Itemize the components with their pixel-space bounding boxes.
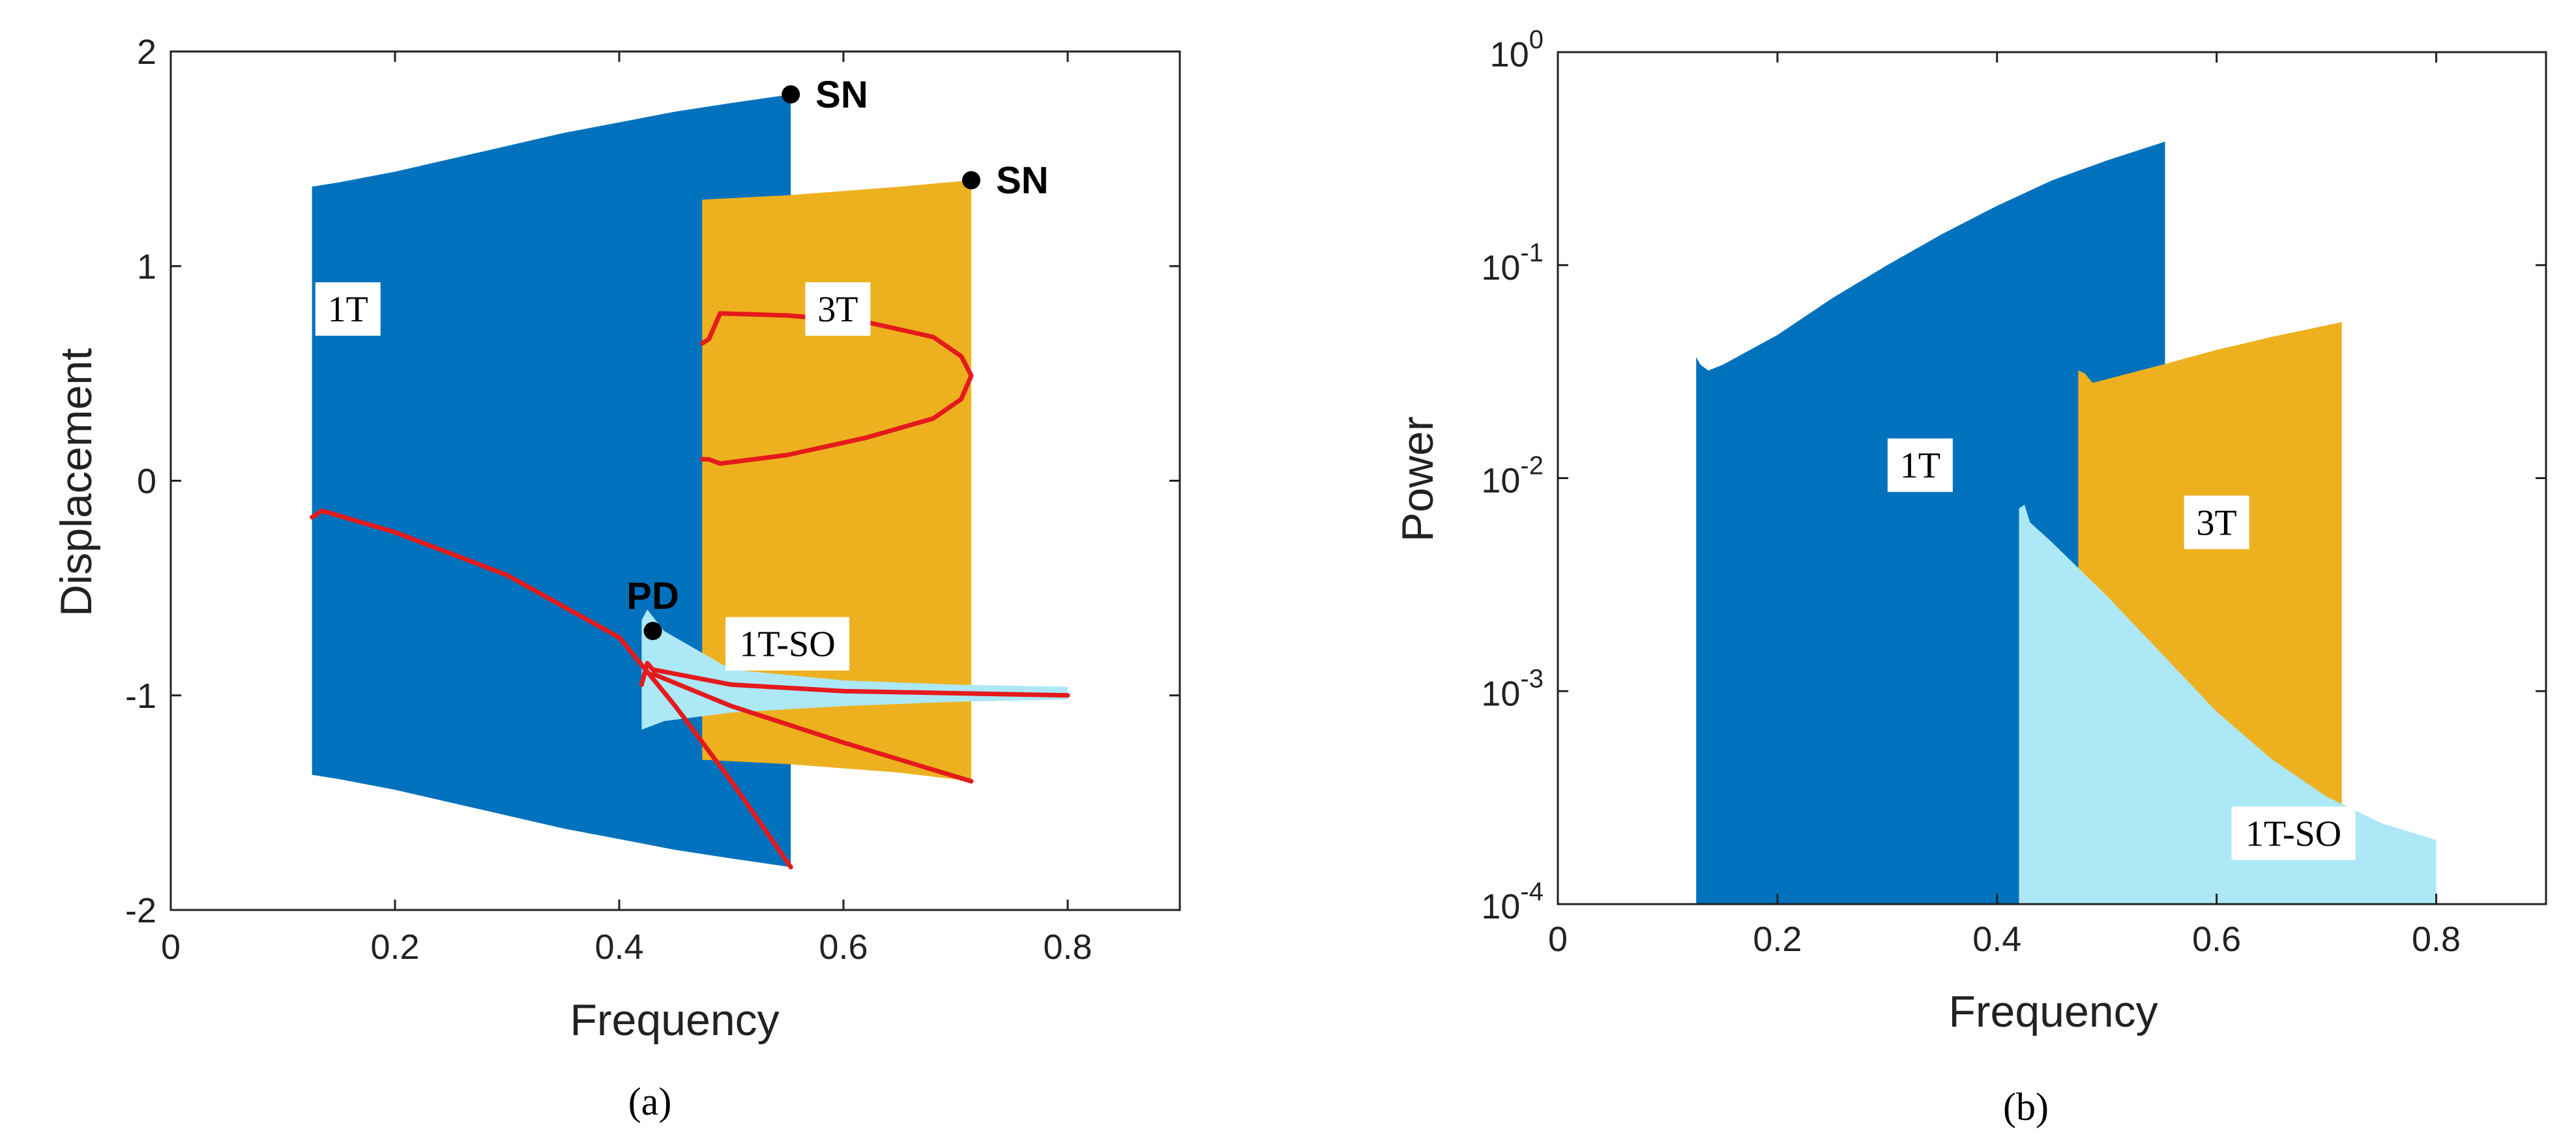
region-label-1t-so: 1T-SO: [2246, 814, 2341, 854]
branch-3t-loop: [699, 311, 974, 466]
x-tick-label: 0.6: [819, 928, 868, 967]
y-tick-base: 10: [1481, 887, 1520, 926]
panel-a-markers: SN SN PD: [626, 74, 1049, 640]
y-tick-label: 10-4: [1481, 877, 1544, 926]
region-label-box-1t: [315, 282, 381, 336]
region-label-box-1t: [1887, 438, 1953, 492]
y-tick-label: 1: [137, 247, 156, 286]
y-tick-label: 2: [137, 33, 156, 72]
region-label-box-1t-so: [725, 617, 849, 671]
panel-a-region-labels: 1T 3T 1T-SO: [315, 282, 871, 671]
x-tick-label: 0.8: [2412, 920, 2461, 959]
panel-a-stable-branches: [310, 311, 1070, 870]
y-tick-label: -1: [125, 677, 156, 716]
y-tick-base: 10: [1490, 35, 1529, 74]
panel-b-y-axis-label: Power: [1393, 417, 1442, 542]
region-1t-so: [2019, 505, 2437, 904]
panel-b-x-axis-label: Frequency: [1948, 987, 2158, 1036]
marker-sn: [962, 171, 981, 190]
y-tick-label: 100: [1490, 25, 1544, 74]
branch-1t-so-branch: [639, 660, 1070, 698]
x-tick-label: 0.8: [1043, 928, 1092, 967]
x-tick-label: 0: [161, 928, 181, 967]
marker-label-pd: PD: [626, 575, 679, 617]
region-label-3t: 3T: [817, 289, 858, 330]
marker-label-sn: SN: [996, 160, 1049, 202]
x-tick-label: 0.2: [1753, 920, 1802, 959]
panel-a-x-axis-label: Frequency: [570, 995, 779, 1045]
region-label-1t: 1T: [1900, 446, 1940, 486]
region-label-box-1t-so: [2231, 806, 2356, 860]
panel-a-y-ticks: -2 -1 0 1 2: [125, 33, 1180, 930]
y-tick-label: 10-1: [1481, 239, 1544, 287]
panel-b-region-labels: 1T 3T 1T-SO: [1887, 438, 2356, 860]
y-tick-label: 0: [137, 462, 156, 501]
branch-3t-lower-branch: [651, 671, 974, 784]
x-tick-label: 0.6: [2192, 920, 2241, 959]
y-tick-exponent: -1: [1520, 239, 1544, 267]
y-tick-exponent: -3: [1520, 664, 1544, 693]
panel-a-y-axis-label: Displacement: [51, 348, 101, 617]
y-tick-base: 10: [1481, 674, 1520, 713]
y-tick-label: 10-3: [1481, 664, 1544, 713]
region-1t-so: [641, 609, 1068, 730]
region-label-box-3t: [2184, 495, 2249, 550]
panel-a-x-ticks: 0 0.2 0.4 0.6 0.8: [161, 51, 1092, 967]
panel-a-displacement-chart: 0 0.2 0.4 0.6 0.8 -2 -1 0 1 2 SN SN PD 1T 3T 1T-SO F…: [51, 33, 1181, 1123]
panel-a-caption: (a): [628, 1080, 672, 1123]
panel-b-caption: (b): [2003, 1085, 2049, 1128]
branch-1t-lower-branch: [310, 508, 793, 870]
x-tick-label: 0.2: [370, 928, 419, 967]
region-label-box-3t: [805, 282, 871, 336]
x-tick-label: 0.4: [594, 928, 643, 967]
y-tick-base: 10: [1481, 462, 1520, 501]
y-tick-exponent: 0: [1529, 25, 1544, 54]
y-tick-base: 10: [1481, 248, 1520, 287]
y-tick-exponent: -2: [1520, 452, 1544, 480]
region-label-3t: 3T: [2197, 503, 2237, 543]
marker-pd: [643, 621, 662, 640]
marker-sn: [782, 85, 800, 104]
panel-b-x-ticks: 0 0.2 0.4 0.6 0.8: [1548, 52, 2461, 959]
y-tick-label: -2: [125, 891, 156, 930]
panel-b-regions: [1696, 141, 2437, 904]
panel-a-regions: [312, 94, 1068, 868]
y-tick-exponent: -4: [1520, 877, 1544, 906]
x-tick-label: 0.4: [1972, 920, 2021, 959]
x-tick-label: 0: [1548, 920, 1568, 959]
y-tick-label: 10-2: [1481, 452, 1544, 501]
region-label-1t-so: 1T-SO: [739, 624, 835, 665]
region-label-1t: 1T: [328, 289, 368, 330]
marker-label-sn: SN: [815, 74, 868, 116]
